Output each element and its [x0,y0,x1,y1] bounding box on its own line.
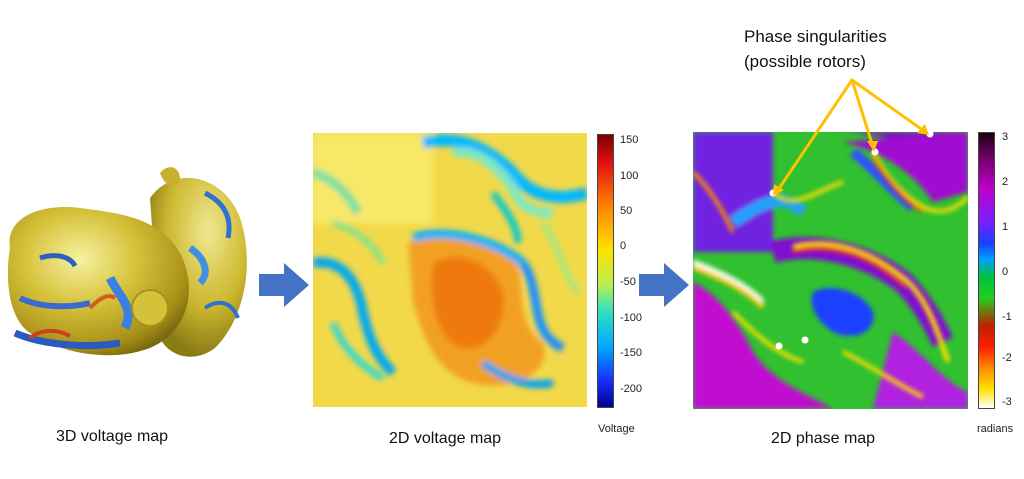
phase-colorbar [978,132,995,409]
voltage-colorbar-tick: 150 [620,134,639,146]
voltage-colorbar-tick: 50 [620,205,633,217]
phase-colorbar-unit: radians [977,423,1014,435]
annotation-line-2: (possible rotors) [744,52,866,71]
caption-2d-voltage-map: 2D voltage map [389,430,502,447]
annotation-line-1: Phase singularities [744,27,887,46]
arrow-right-icon [259,263,309,307]
voltage-colorbar-tick: 100 [620,170,639,182]
voltage-colorbar [597,134,614,408]
phase-colorbar-tick: -1 [1002,311,1012,323]
voltage-colorbar-tick: 0 [620,240,627,252]
voltage-colorbar-tick: -200 [620,383,643,395]
caption-2d-phase-map: 2D phase map [771,430,876,447]
voltage-colorbar-tick: -50 [620,276,636,288]
phase-map-2d [693,132,968,409]
arrow-right-icon [639,263,689,307]
voltage-colorbar-tick: -100 [620,312,643,324]
phase-colorbar-tick: 3 [1002,131,1009,143]
voltage-colorbar-tick: -150 [620,347,643,359]
voltage-colorbar-unit: Voltage [598,423,635,435]
phase-colorbar-tick: 2 [1002,176,1009,188]
phase-colorbar-tick: -2 [1002,352,1012,364]
phase-colorbar-tick: 1 [1002,221,1009,233]
caption-3d-voltage-map: 3D voltage map [56,428,169,445]
voltage-map-2d [313,133,587,407]
heart-3d-voltage-map [7,167,247,357]
phase-colorbar-tick: -3 [1002,396,1012,408]
phase-colorbar-tick: 0 [1002,266,1009,278]
